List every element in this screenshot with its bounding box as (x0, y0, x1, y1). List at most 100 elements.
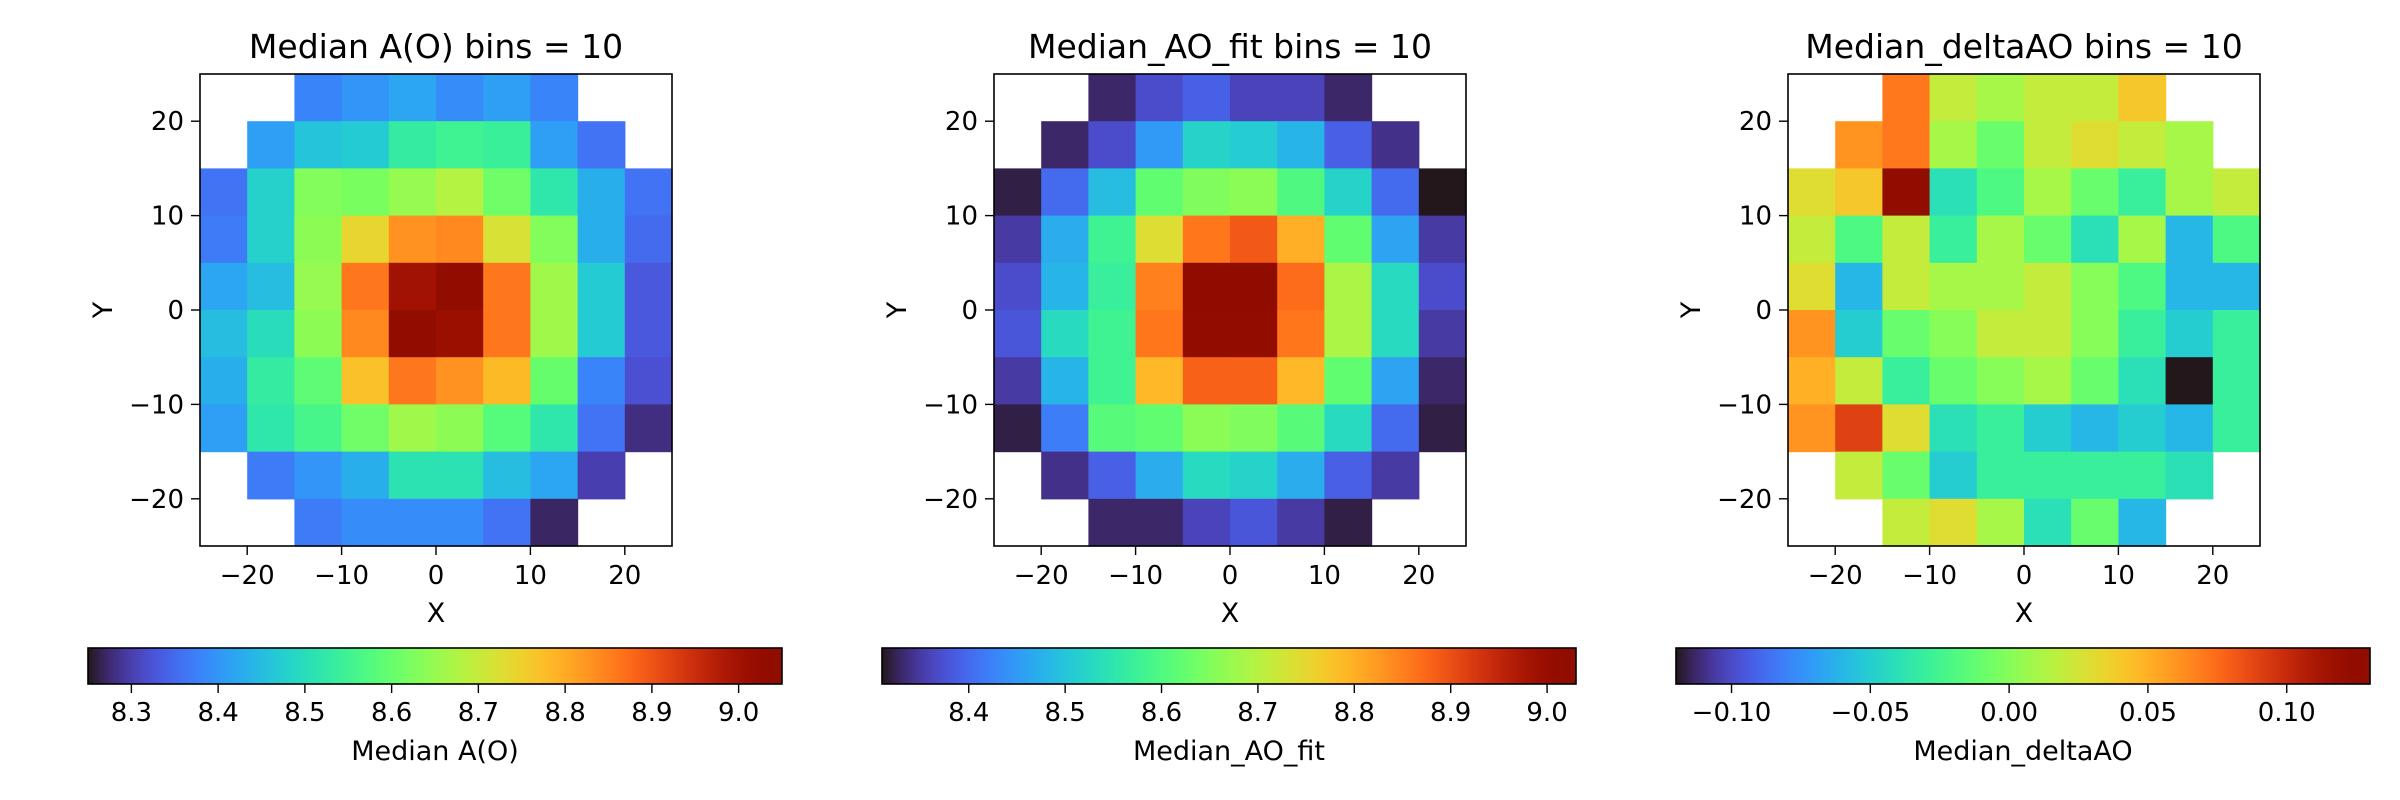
heatmap-cell (483, 451, 531, 500)
heatmap-cell (1418, 310, 1467, 358)
heatmap-cell (1277, 498, 1325, 547)
heatmap-cell (1182, 310, 1231, 358)
heatmap-cell (1835, 121, 1883, 169)
heatmap-cell (2024, 357, 2072, 405)
colorbar-tick-label: 8.9 (631, 698, 672, 728)
heatmap-cell (1418, 262, 1467, 311)
heatmap-cell (436, 451, 484, 500)
heatmap-cell (2212, 357, 2261, 405)
heatmap-cell (1324, 215, 1373, 264)
heatmap-cell (1882, 121, 1931, 169)
heatmap-cells (1788, 74, 2261, 547)
y-tick-label: 0 (961, 296, 978, 326)
heatmap-cell (294, 404, 343, 453)
heatmap-cell (1230, 215, 1278, 264)
heatmap-cell (2118, 121, 2167, 169)
heatmap-cell (624, 262, 673, 311)
heatmap-cell (1324, 498, 1373, 547)
heatmap-cell (341, 357, 390, 405)
colorbar-tick-label: 8.5 (284, 698, 325, 728)
heatmap-cell (1230, 310, 1278, 358)
heatmap-cell (1418, 404, 1467, 453)
y-axis-label: Y (88, 301, 119, 319)
heatmap-cell (1788, 310, 1836, 358)
heatmap-cell (483, 404, 531, 453)
colorbar-tick-label: 8.6 (371, 698, 412, 728)
heatmap-cell (436, 168, 484, 217)
heatmap-cell (200, 168, 248, 217)
heatmap-cell (530, 121, 579, 169)
colorbar-tick-label: −0.05 (1830, 698, 1910, 728)
heatmap-cell (2165, 357, 2214, 405)
y-axis-label: Y (882, 301, 913, 319)
panel-2: Median_AO_fit bins = 10 −20 −10 0 10 20 20 10 0 −… (881, 27, 1577, 767)
heatmap-cell (483, 310, 531, 358)
y-tick-label: 20 (151, 107, 184, 137)
heatmap-cell (388, 168, 437, 217)
heatmap-cell (1230, 262, 1278, 311)
x-tick-label: 10 (514, 561, 547, 591)
heatmap-cell (1277, 451, 1325, 500)
heatmap-cell (1230, 168, 1278, 217)
heatmap-cell (1182, 215, 1231, 264)
heatmap-cell (1835, 357, 1883, 405)
heatmap-cell (341, 215, 390, 264)
heatmap-cell (1976, 215, 2025, 264)
heatmap-cell (1088, 168, 1137, 217)
heatmap-cell (530, 262, 579, 311)
heatmap-cell (2165, 121, 2214, 169)
heatmap-cell (994, 168, 1042, 217)
heatmap-cell (1088, 215, 1137, 264)
heatmap-cell (247, 310, 295, 358)
heatmap-cell (1835, 310, 1883, 358)
panel-3: Median_deltaAO bins = 10 −20 −10 0 10 20 20 10 0… (1675, 27, 2371, 767)
heatmap-cell (341, 262, 390, 311)
heatmap-cell (388, 310, 437, 358)
heatmap-cell (1882, 451, 1931, 500)
heatmap-cell (994, 215, 1042, 264)
heatmap-cells (994, 74, 1467, 547)
heatmap-cell (294, 498, 343, 547)
heatmap-cell (1788, 215, 1836, 264)
y-tick-label: 0 (1755, 296, 1772, 326)
heatmap-cell (530, 74, 579, 122)
heatmap-cell (2165, 262, 2214, 311)
heatmap-cell (577, 310, 626, 358)
heatmap-cell (294, 74, 343, 122)
heatmap-cell (1230, 498, 1278, 547)
heatmap-cell (1976, 168, 2025, 217)
heatmap-cell (483, 121, 531, 169)
heatmap-cell (247, 121, 295, 169)
x-axis-label: X (2015, 598, 2034, 629)
heatmap-cell (2118, 451, 2167, 500)
x-tick-label: −10 (1902, 561, 1957, 591)
heatmap-cell (1788, 357, 1836, 405)
heatmap-cell (1835, 168, 1883, 217)
heatmap-cell (341, 168, 390, 217)
colorbar-tick-label: 0.10 (2258, 698, 2316, 728)
y-tick-label: 20 (1739, 107, 1772, 137)
x-axis-label: X (1221, 598, 1240, 629)
heatmap-cell (1882, 168, 1931, 217)
heatmap-cell (1882, 74, 1931, 122)
heatmap-cell (1324, 262, 1373, 311)
colorbar-tick-label: 0.05 (2119, 698, 2177, 728)
heatmap-cell (2118, 498, 2167, 547)
heatmap-cell (1088, 121, 1137, 169)
heatmap-cell (2165, 451, 2214, 500)
heatmap-cell (1088, 74, 1137, 122)
heatmap-cell (1976, 357, 2025, 405)
heatmap-cell (200, 357, 248, 405)
colorbar-label: Median_deltaAO (1913, 736, 2132, 767)
heatmap-cell (247, 451, 295, 500)
heatmap-cell (1976, 404, 2025, 453)
x-tick-label: −20 (1808, 561, 1863, 591)
heatmap-cell (436, 404, 484, 453)
heatmap-cell (1041, 262, 1089, 311)
heatmap-cell (483, 215, 531, 264)
heatmap-cell (200, 215, 248, 264)
heatmap-cell (1418, 357, 1467, 405)
heatmap-cell (341, 310, 390, 358)
heatmap-cell (1324, 404, 1373, 453)
heatmap-cell (2118, 168, 2167, 217)
